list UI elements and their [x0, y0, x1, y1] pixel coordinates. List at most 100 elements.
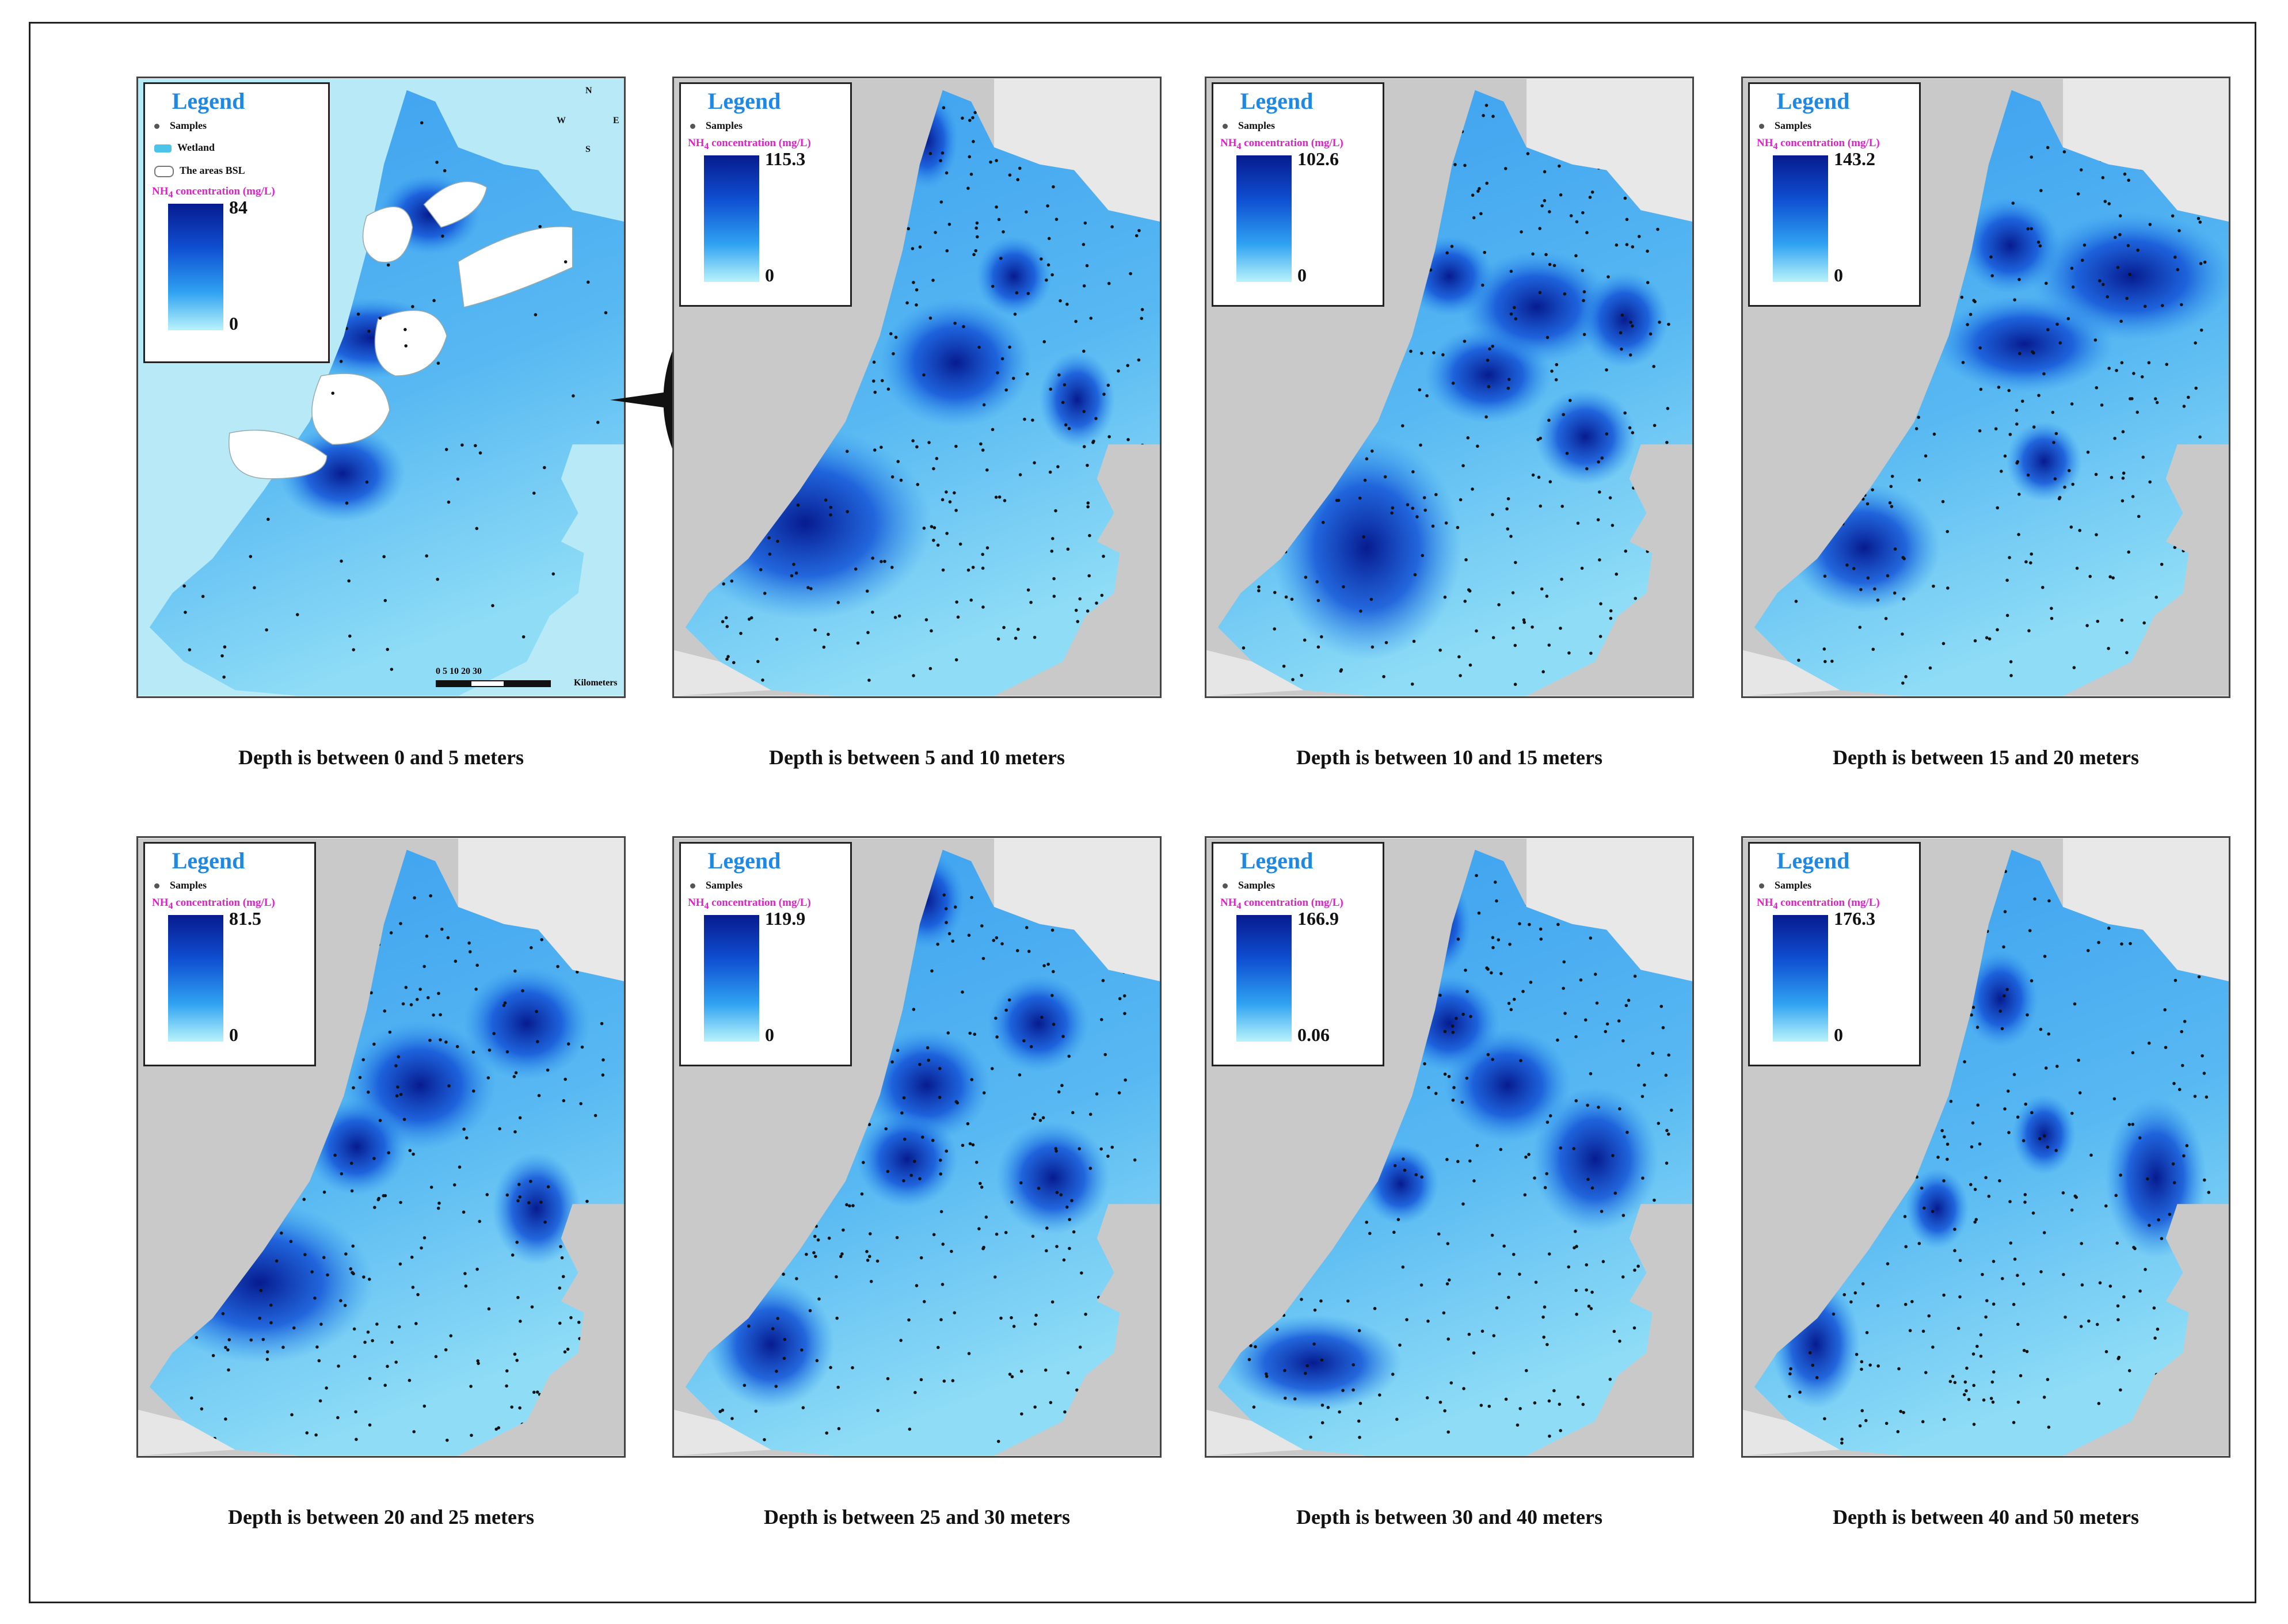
sample-point	[2063, 485, 2066, 489]
sample-point	[1536, 438, 1540, 441]
sample-point	[539, 1200, 543, 1204]
sample-point	[2000, 1276, 2004, 1280]
sample-point	[2036, 241, 2040, 244]
sample-point	[1033, 1112, 1037, 1116]
sample-point	[948, 500, 952, 504]
sample-point	[1543, 1185, 1547, 1190]
concentration-hotspot	[880, 298, 1032, 427]
sample-point	[2160, 1237, 2164, 1240]
sample-point	[996, 637, 1000, 641]
sample-point	[869, 1279, 873, 1283]
sample-point	[349, 1161, 353, 1165]
sample-point	[2143, 304, 2147, 308]
sample-point	[980, 924, 984, 928]
sample-point	[913, 1160, 916, 1163]
sample-point	[538, 224, 542, 228]
sample-point	[564, 260, 568, 264]
sample-point	[2062, 1272, 2065, 1276]
sample-point	[871, 556, 874, 560]
sample-point	[2197, 975, 2201, 979]
sample-point	[1849, 1300, 1853, 1304]
sample-point	[394, 1064, 398, 1068]
sample-point	[974, 226, 978, 230]
sample-point	[440, 927, 444, 931]
sample-point	[1481, 283, 1484, 287]
sample-point	[1052, 594, 1056, 598]
sample-point	[513, 1352, 517, 1356]
sample-point	[967, 1352, 971, 1355]
sample-point	[355, 1438, 358, 1441]
sample-point	[985, 546, 989, 550]
sample-point	[513, 1130, 517, 1134]
sample-point	[1858, 1424, 1862, 1428]
sample-point	[2146, 1177, 2149, 1181]
sample-point	[575, 970, 579, 974]
sample-point	[1382, 674, 1385, 678]
sample-point	[2024, 1102, 2028, 1106]
sample-point	[890, 475, 894, 479]
sample-point	[1425, 1396, 1429, 1400]
sample-point	[1086, 463, 1089, 467]
bsl-area	[458, 226, 573, 308]
sample-point	[1450, 245, 1454, 248]
sample-point	[226, 1348, 230, 1352]
sample-point	[1581, 1402, 1585, 1406]
sample-point	[931, 1138, 935, 1142]
sample-point	[2013, 298, 2016, 302]
sample-point	[1502, 1244, 1506, 1248]
sample-point	[340, 1172, 344, 1176]
sample-point	[314, 1433, 318, 1437]
sample-point	[527, 1201, 531, 1204]
sample-point	[896, 1049, 900, 1052]
sample-point	[1539, 927, 1543, 931]
sample-point	[1506, 386, 1510, 390]
sample-point	[2104, 1204, 2108, 1208]
sample-point	[1811, 1363, 1814, 1367]
sample-point	[378, 317, 382, 320]
sample-point	[899, 1339, 903, 1342]
concentration-label-suffix: concentration (mg/L)	[709, 137, 811, 149]
sample-point	[1667, 1053, 1670, 1057]
sample-point	[1257, 585, 1261, 589]
sample-point	[471, 1089, 475, 1093]
sample-point	[517, 1183, 521, 1186]
sample-point	[269, 1321, 273, 1325]
sample-point	[1624, 1004, 1628, 1008]
sample-point	[1988, 637, 1992, 641]
sample-point	[946, 1031, 950, 1035]
sample-point	[2108, 575, 2112, 579]
sample-point	[1059, 1193, 1063, 1196]
sample-point	[2050, 616, 2054, 620]
sample-point	[1446, 1337, 1450, 1341]
sample-point	[931, 279, 935, 282]
sample-point	[1605, 1022, 1609, 1026]
sample-point	[2029, 561, 2032, 565]
sample-point	[2095, 1322, 2099, 1326]
legend-samples: Samples	[1759, 879, 1811, 891]
sample-point	[932, 526, 936, 529]
sample-point	[1107, 435, 1111, 439]
sample-point	[1789, 1367, 1792, 1371]
scale-segment	[505, 680, 551, 687]
sample-point	[1078, 1147, 1081, 1150]
sample-point	[514, 1071, 518, 1074]
sample-point	[397, 1055, 401, 1059]
sample-point	[835, 1316, 839, 1320]
map-canvas	[1205, 836, 1694, 1458]
sample-point	[994, 495, 998, 499]
map-panel-2: Legend Samples NH4 concentration (mg/L) 115…	[672, 77, 1162, 698]
sample-point	[1855, 1352, 1859, 1356]
legend-samples-label: Samples	[170, 120, 207, 131]
sample-point	[1963, 1380, 1967, 1384]
sample-point	[1339, 668, 1343, 672]
sample-point	[1446, 1242, 1450, 1245]
sample-point	[1981, 1272, 1984, 1276]
sample-point	[1320, 1403, 1324, 1407]
sample-point	[1393, 1164, 1397, 1168]
sample-point	[1026, 588, 1030, 592]
sample-point	[358, 1076, 362, 1080]
ramp-max-value: 81.5	[229, 908, 261, 929]
sample-point	[928, 152, 932, 155]
legend-box: Legend Samples NH4 concentration (mg/L) 166…	[1212, 842, 1384, 1066]
sample-point	[1460, 1100, 1464, 1104]
